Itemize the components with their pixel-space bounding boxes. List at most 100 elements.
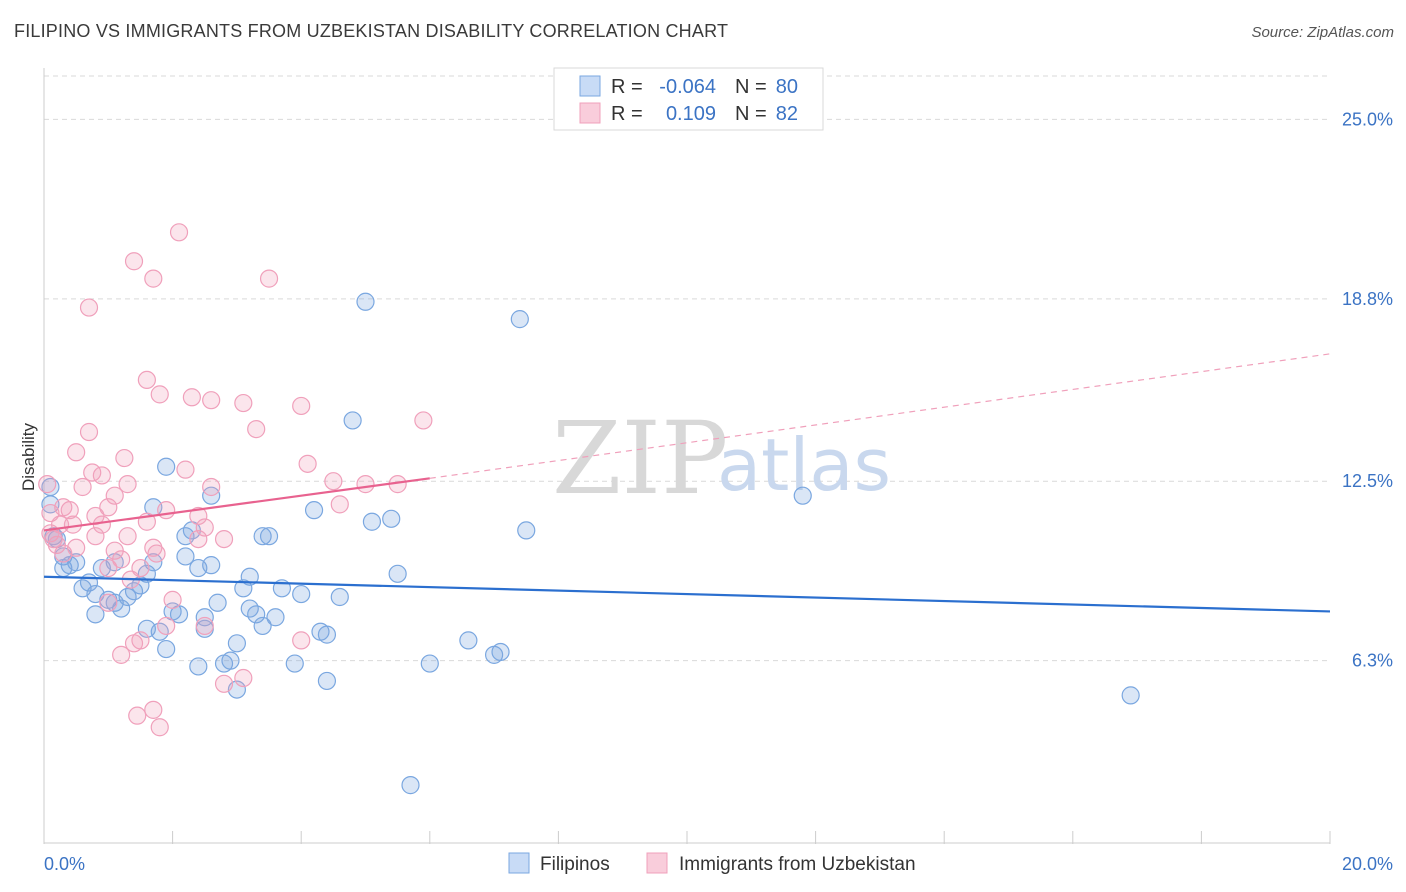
uzbekistan-point-58 [234, 393, 253, 413]
legend-swatch-filipinos [579, 75, 601, 97]
uzbekistan-point-17 [86, 527, 105, 546]
watermark: ZIP atlas [552, 400, 891, 517]
uzbekistan-point-63 [292, 631, 311, 650]
uzbekistan-point-66 [330, 495, 349, 514]
chart-title: FILIPINO VS IMMIGRANTS FROM UZBEKISTAN D… [14, 21, 729, 41]
series-legend: Filipinos Immigrants from Uzbekistan [508, 852, 916, 875]
uzbekistan-point-12 [73, 477, 92, 497]
filipinos-point-67 [491, 642, 510, 662]
watermark-atlas: atlas [717, 423, 891, 507]
uzbekistan-point-28 [118, 527, 137, 546]
y-tick-label-2: 18.8% [1342, 289, 1393, 309]
bottom-legend-label-filipinos: Filipinos [540, 854, 610, 875]
uzbekistan-point-56 [214, 529, 234, 549]
filipinos-point-65 [459, 631, 478, 650]
filipinos-point-26 [157, 639, 176, 659]
uzbekistan-point-27 [115, 448, 134, 468]
filipinos-point-58 [330, 587, 349, 607]
filipinos-point-30 [176, 547, 195, 566]
grid [44, 75, 1330, 662]
data-points [38, 223, 1140, 795]
y-tick-label-0: 6.3% [1352, 651, 1393, 671]
uzbekistan-point-14 [79, 298, 99, 317]
uzbekistan-point-64 [298, 454, 317, 473]
uzbekistan-point-0 [38, 475, 57, 494]
filipinos-point-68 [510, 310, 529, 329]
bottom-legend-swatch-uzbekistan [646, 852, 668, 874]
uzbekistan-point-61 [259, 269, 279, 288]
filipinos-point-60 [356, 292, 375, 311]
uzbekistan-point-53 [195, 616, 214, 636]
y-tick-labels: 6.3% 12.5% 18.8% 25.0% [1342, 109, 1393, 670]
uzbekistan-point-24 [105, 486, 124, 505]
uzbekistan-point-38 [144, 269, 163, 288]
uzbekistan-point-33 [128, 706, 147, 725]
legend-r-label-2: R = [611, 103, 643, 125]
uzbekistan-point-10 [67, 443, 86, 462]
uzbekistan-point-45 [157, 501, 176, 520]
filipinos-point-33 [189, 657, 208, 676]
uzbekistan-point-39 [144, 538, 163, 557]
uzbekistan-point-29 [118, 475, 137, 494]
legend-swatch-uzbekistan [579, 102, 601, 124]
uzbekistan-point-13 [79, 422, 99, 442]
bottom-legend-swatch-filipinos [508, 852, 530, 874]
uzbekistan-point-69 [414, 411, 433, 430]
filipinos-point-25 [157, 457, 176, 476]
uzbekistan-point-34 [131, 631, 150, 650]
uzbekistan-point-26 [112, 645, 131, 664]
filipinos-point-56 [317, 625, 337, 644]
filipinos-point-41 [227, 634, 246, 653]
uzbekistan-point-44 [157, 616, 176, 636]
uzbekistan-point-60 [247, 420, 266, 439]
filipinos-point-47 [253, 616, 272, 636]
uzbekistan-point-31 [124, 252, 144, 271]
y-tick-label-1: 12.5% [1342, 471, 1393, 491]
x-tick-label-1: 20.0% [1342, 854, 1393, 874]
filipinos-point-57 [317, 671, 337, 691]
legend-n-value-2: 82 [776, 103, 798, 125]
uzbekistan-point-21 [99, 593, 118, 612]
filipinos-point-52 [285, 654, 304, 673]
legend-r-value-1: -0.064 [659, 76, 716, 98]
uzbekistan-point-67 [356, 475, 375, 494]
filipinos-point-1 [41, 477, 60, 497]
uzbekistan-point-54 [202, 391, 221, 410]
uzbekistan-point-52 [195, 518, 214, 537]
uzbekistan-point-25 [112, 550, 131, 569]
uzbekistan-point-22 [99, 558, 118, 578]
filipinos-point-64 [420, 654, 439, 673]
filipinos-point-36 [202, 556, 221, 575]
filipinos-point-70 [793, 486, 812, 505]
uzbekistan-point-57 [214, 674, 234, 693]
uzbekistan-point-55 [202, 477, 221, 497]
filipinos-point-63 [388, 564, 407, 583]
filipinos-point-71 [1121, 686, 1140, 705]
filipinos-point-54 [304, 501, 324, 520]
filipinos-point-48 [253, 527, 272, 546]
uzbekistan-point-47 [169, 223, 189, 242]
uzbekistan-point-41 [144, 700, 163, 719]
filipinos-point-69 [517, 521, 536, 540]
filipinos-point-40 [221, 651, 240, 670]
uzbekistan-point-46 [163, 590, 182, 609]
filipinos-point-46 [247, 605, 266, 624]
bottom-legend-label-uzbekistan: Immigrants from Uzbekistan [679, 854, 916, 875]
uzbekistan-trend-line [43, 477, 430, 532]
filipinos-point-38 [208, 593, 227, 612]
source-label: Source: ZipAtlas.com [1251, 24, 1394, 41]
filipinos-point-53 [292, 584, 311, 604]
filipinos-point-43 [234, 579, 253, 598]
y-axis-label: Disability [19, 422, 38, 491]
uzbekistan-point-43 [150, 718, 169, 737]
filipinos-point-10 [86, 605, 105, 624]
y-tick-label-3: 25.0% [1342, 109, 1393, 129]
uzbekistan-point-62 [292, 396, 311, 416]
filipinos-point-50 [266, 608, 285, 627]
filipinos-point-62 [382, 509, 401, 528]
filipinos-point-72 [401, 776, 420, 795]
filipinos-point-44 [240, 567, 259, 586]
uzbekistan-point-50 [189, 529, 208, 549]
uzbekistan-point-51 [189, 506, 208, 526]
